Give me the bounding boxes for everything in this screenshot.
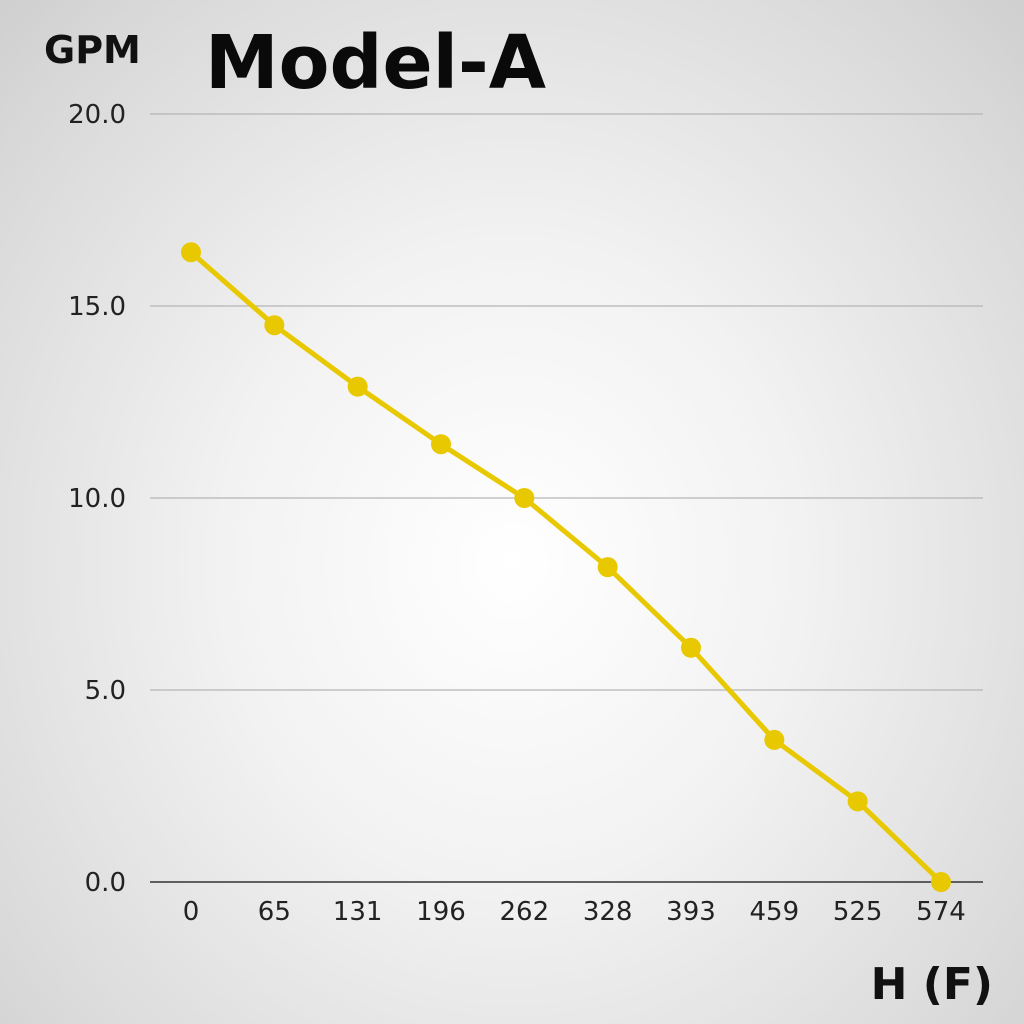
data-point bbox=[264, 315, 285, 336]
data-point bbox=[431, 434, 451, 455]
data-point bbox=[931, 872, 951, 892]
data-point bbox=[347, 376, 368, 397]
x-tick-label: 262 bbox=[500, 897, 550, 927]
x-tick-label: 328 bbox=[583, 897, 633, 927]
x-tick-label: 131 bbox=[333, 897, 383, 927]
x-tick-label: 0 bbox=[183, 897, 200, 927]
y-tick-label: 5.0 bbox=[85, 676, 126, 706]
chart-title: Model-A bbox=[205, 20, 546, 106]
y-axis-label: GPM bbox=[44, 28, 141, 72]
data-point bbox=[181, 242, 201, 263]
gridlines bbox=[150, 113, 983, 883]
x-tick-label: 574 bbox=[916, 897, 966, 927]
x-axis-label: H (F) bbox=[871, 959, 993, 1010]
y-tick-label: 0.0 bbox=[85, 868, 126, 898]
y-tick-label: 10.0 bbox=[68, 484, 126, 514]
x-tick-label: 459 bbox=[750, 897, 800, 927]
data-point bbox=[681, 637, 701, 658]
data-point bbox=[514, 488, 535, 508]
data-point bbox=[764, 729, 785, 750]
x-tick-label: 393 bbox=[666, 897, 716, 927]
y-tick-label: 20.0 bbox=[68, 100, 126, 130]
x-tick-label: 525 bbox=[833, 897, 883, 927]
x-tick-labels: 0 65 131 196 262 328 393 459 525 574 bbox=[183, 897, 966, 927]
y-tick-labels: 20.0 15.0 10.0 5.0 0.0 bbox=[68, 100, 126, 898]
data-point bbox=[847, 791, 868, 812]
data-point bbox=[597, 557, 618, 578]
y-tick-label: 15.0 bbox=[68, 292, 126, 322]
series-line bbox=[188, 249, 944, 885]
x-tick-label: 65 bbox=[258, 897, 291, 927]
series-layer bbox=[181, 242, 951, 892]
x-tick-label: 196 bbox=[416, 897, 466, 927]
